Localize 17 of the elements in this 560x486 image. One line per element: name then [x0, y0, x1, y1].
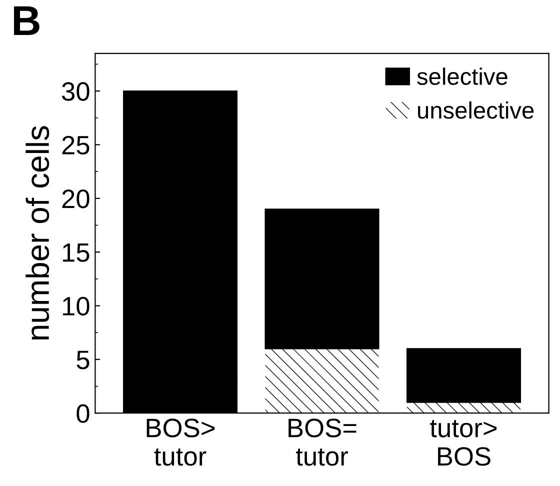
- x-tick-label: BOS= tutor: [288, 418, 356, 466]
- bar: [265, 348, 379, 414]
- y-tick-label: 20: [62, 190, 90, 208]
- legend-label: selective: [417, 68, 508, 85]
- bar: [406, 348, 522, 403]
- x-tick-label: tutor> BOS: [430, 420, 497, 466]
- y-tick-label: 10: [63, 296, 90, 316]
- x-tick-label: BOS> tutor: [146, 418, 215, 466]
- y-tick-label: 30: [62, 82, 90, 101]
- y-tick-label: 25: [62, 136, 90, 155]
- y-tick-label: 15: [63, 243, 90, 262]
- y-axis-title: number of cells: [26, 126, 50, 340]
- legend-label: unselective: [418, 101, 534, 119]
- bar: [264, 208, 380, 350]
- y-tick-label: 5: [76, 350, 90, 370]
- y-tick-label: 0: [76, 404, 90, 423]
- chart-title: B: [14, 6, 40, 36]
